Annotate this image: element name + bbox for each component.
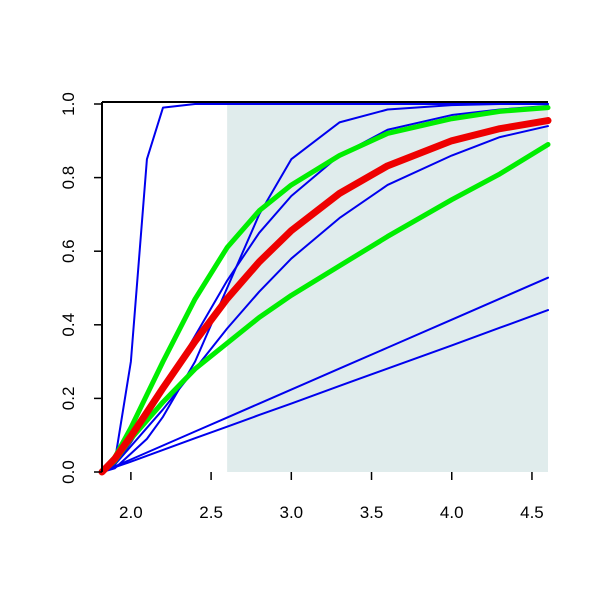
series-line (101, 276, 549, 473)
x-tick-label: 3.5 (360, 503, 384, 522)
x-tick-label: 4.0 (440, 503, 464, 522)
y-tick-label: 0.0 (59, 460, 78, 484)
y-tick-label: 0.4 (59, 313, 78, 337)
y-tick-label: 0.2 (59, 387, 78, 411)
series-line (98, 117, 552, 476)
x-tick-label: 4.5 (520, 503, 544, 522)
x-tick-label: 2.0 (119, 503, 143, 522)
series-line (101, 125, 549, 473)
series-line (99, 105, 551, 475)
y-tick-label: 0.8 (59, 166, 78, 190)
series-line (101, 103, 549, 473)
series-line (101, 103, 549, 473)
y-tick-label: 0.6 (59, 239, 78, 263)
x-tick-label: 2.5 (199, 503, 223, 522)
x-tick-label: 3.0 (279, 503, 303, 522)
shaded-region (227, 104, 548, 472)
y-tick-label: 1.0 (59, 92, 78, 116)
series-line (101, 309, 549, 473)
